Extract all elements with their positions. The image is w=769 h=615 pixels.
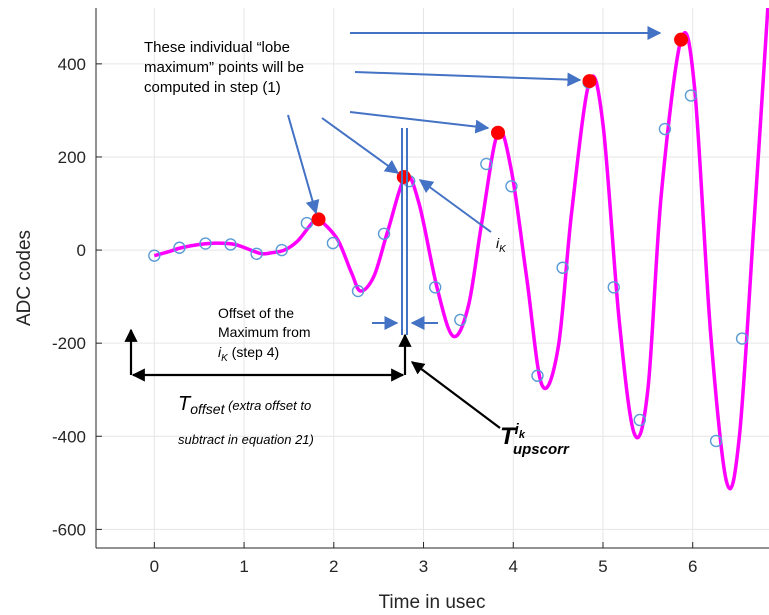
y-tick-label: 0 (77, 241, 86, 260)
sample-point (658, 122, 672, 136)
y-tick-label: 400 (58, 55, 86, 74)
x-tick-label: 4 (509, 557, 518, 576)
sample-point (531, 369, 544, 382)
sample-point (250, 247, 263, 260)
lobe-note-line2: maximum” points will be (144, 59, 304, 76)
sample-point (480, 157, 493, 171)
lobe-maximum-point (311, 212, 326, 227)
sample-point (173, 241, 186, 254)
plot-area (148, 8, 769, 491)
arrow-to-max-5 (354, 71, 582, 87)
x-tick-label: 6 (688, 557, 697, 576)
sample-point (377, 227, 391, 240)
arrow-to-ik (418, 179, 492, 233)
sample-point (148, 249, 161, 262)
axes: 0 1 2 3 4 5 6 -600 -400 -200 0 200 400 (52, 8, 769, 576)
lobe-note-line1: These individual “lobe (144, 39, 290, 56)
x-tick-label: 3 (419, 557, 428, 576)
sample-point (199, 237, 212, 250)
offset-note-line2: Maximum from (218, 324, 311, 340)
sample-point (633, 413, 646, 427)
annotations: These individual “lobe maximum” points w… (144, 39, 570, 458)
lobe-maximum-point (582, 74, 597, 89)
sample-point (326, 236, 340, 250)
arrow-to-max-2 (321, 117, 400, 174)
x-axis-label: Time in usec (379, 592, 486, 613)
sample-point (428, 281, 442, 294)
offset-note-line3: iK (step 4) (218, 344, 279, 364)
lobe-maximum-point (491, 125, 506, 140)
sample-point (556, 261, 569, 274)
lobe-maximum-point (674, 32, 689, 47)
lobe-note-line3: computed in step (1) (144, 79, 281, 96)
sample-point (709, 434, 723, 448)
y-tick-label: -600 (52, 520, 86, 539)
arrow-to-max-4 (349, 111, 490, 134)
sample-point (505, 180, 518, 193)
blue-arrows (287, 26, 662, 335)
ik-label: iK (496, 235, 507, 255)
x-tick-label: 5 (598, 557, 607, 576)
y-tick-label: -200 (52, 334, 86, 353)
sample-point (300, 216, 314, 230)
sample-point (275, 243, 288, 257)
tupscorr-arrow (410, 361, 501, 429)
x-tick-label: 1 (239, 557, 248, 576)
toffset-label-line2: subtract in equation 21) (178, 432, 314, 447)
y-axis-label: ADC codes (14, 230, 35, 326)
x-tick-label: 2 (329, 557, 338, 576)
y-tick-label: -400 (52, 427, 86, 446)
tupscorr-label: Tik upscorr (500, 421, 570, 458)
toffset-label: Toffset (extra offset to (178, 393, 311, 417)
black-arrows (124, 328, 501, 429)
y-tick-label: 200 (58, 148, 86, 167)
sample-point (735, 332, 749, 345)
arrow-to-max-1 (287, 114, 320, 215)
offset-note-line1: Offset of the (218, 305, 294, 321)
sample-point (454, 313, 467, 327)
sample-point (684, 89, 698, 102)
sample-point (351, 284, 365, 298)
lobe-maximum-point (396, 169, 411, 184)
sample-point (607, 281, 620, 294)
sample-point (224, 238, 237, 251)
x-tick-label: 0 (150, 557, 159, 576)
